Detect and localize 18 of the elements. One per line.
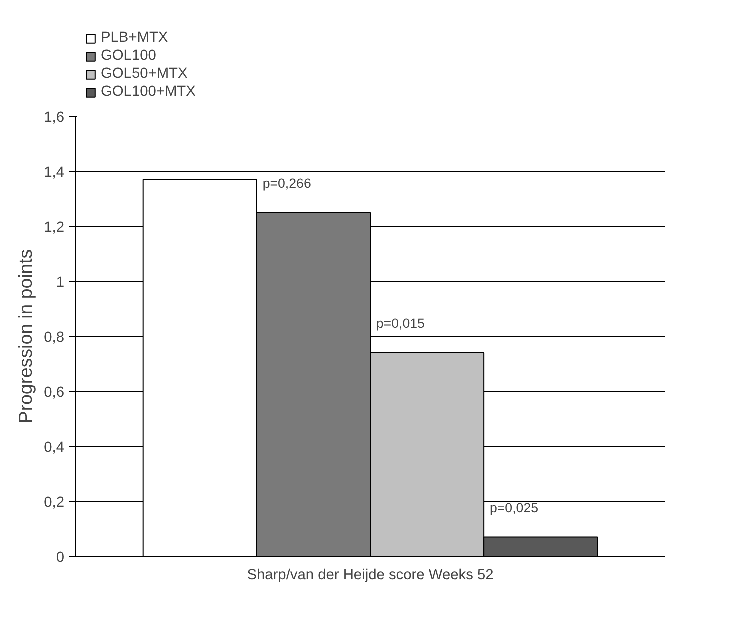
legend-label: PLB+MTX [101, 30, 168, 46]
y-axis-title: Progression in points [15, 249, 36, 424]
x-tick-label: Sharp/van der Heijde score Weeks 52 [247, 568, 494, 584]
y-tick-label: 1,4 [44, 165, 64, 181]
y-tick-label: 1,6 [44, 110, 64, 126]
annotation: p=0,015 [376, 316, 425, 331]
annotation: p=0,266 [262, 176, 312, 191]
y-tick-label: 0,8 [44, 330, 64, 346]
legend-label: GOL100 [101, 48, 156, 64]
y-tick-label: 0,2 [44, 495, 64, 511]
y-tick-label: 1 [56, 275, 65, 291]
y-tick-label: 0,4 [44, 440, 64, 456]
y-tick-label: 1,2 [44, 220, 64, 236]
legend-label: GOL100+MTX [101, 84, 196, 100]
y-tick-label: 0 [56, 550, 65, 566]
annotation: p=0,025 [490, 500, 539, 516]
legend-label: GOL50+MTX [101, 66, 188, 82]
y-tick-label: 0,6 [44, 385, 64, 401]
